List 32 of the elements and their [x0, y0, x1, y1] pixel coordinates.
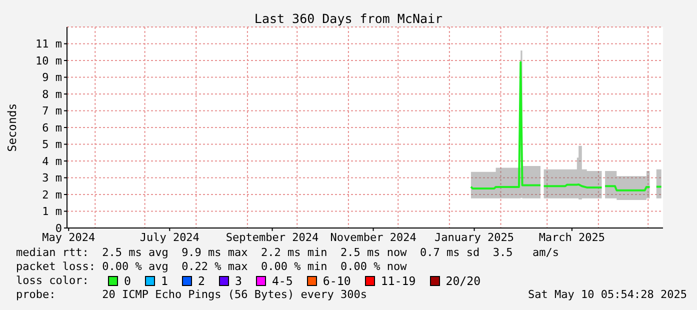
text: 2	[198, 274, 205, 288]
y-tick-label: 7 m	[42, 104, 62, 118]
y-tick-label: 1 m	[42, 205, 62, 218]
x-tick-label: November 2024	[330, 230, 417, 244]
x-tick-label: July 2024	[140, 230, 200, 244]
text: 6-10	[322, 274, 351, 288]
y-tick-label: 6 m	[42, 121, 62, 134]
y-tick-label: 9 m	[42, 71, 62, 84]
text: loss color:	[16, 274, 89, 287]
y-tick-label: 11 m	[36, 38, 62, 51]
text: Sat May 10 05:54:28 2025	[528, 288, 687, 301]
y-tick-label: 3 m	[42, 172, 62, 185]
text: 3	[234, 274, 242, 288]
x-tick-label: January 2025	[434, 230, 514, 244]
text: 11-19	[380, 274, 416, 288]
y-axis-title: Seconds	[5, 103, 20, 152]
y-tick-label: 5 m	[42, 138, 62, 152]
text: packet loss: 0.00 % avg 0.22 % max 0.00 % min 0.00 % now	[16, 260, 407, 273]
text: 4-5	[272, 274, 293, 288]
y-tick-label: 0	[55, 222, 62, 235]
text: 0	[124, 274, 131, 288]
chart-title: Last 360 Days from McNair	[253, 11, 444, 26]
y-tick-label: 8 m	[42, 88, 62, 101]
x-tick-label: September 2024	[226, 230, 320, 244]
text: median rtt: 2.5 ms avg 9.9 ms max 2.2 ms min 2.5 ms now 0.7 ms sd 3.5 am/s	[16, 246, 560, 259]
x-tick-label: March 2025	[538, 230, 606, 244]
text: 20/20	[446, 274, 481, 288]
y-tick-label: 2 m	[42, 188, 62, 202]
text: probe: 20 ICMP Echo Pings (56 Bytes) every 300s	[16, 288, 367, 301]
y-tick-label: 10 m	[36, 54, 62, 68]
y-tick-label: 4 m	[42, 154, 62, 168]
text: 1	[160, 274, 168, 288]
